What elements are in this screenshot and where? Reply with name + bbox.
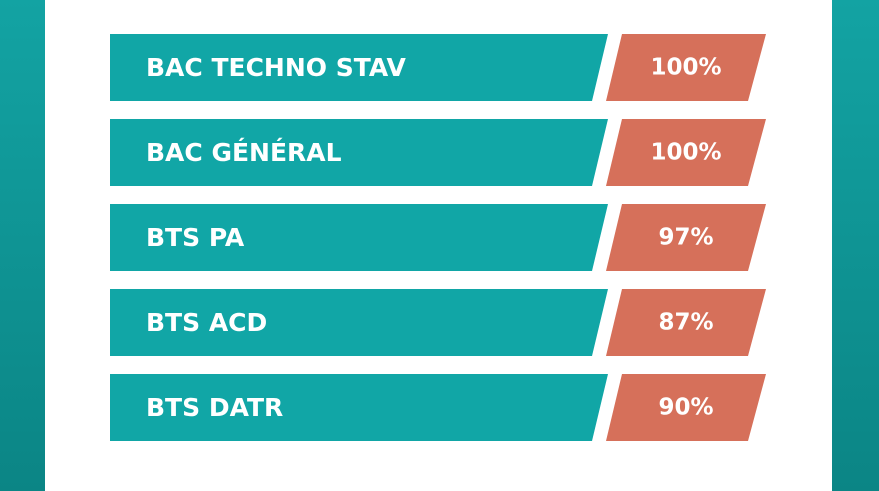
label-band	[110, 289, 608, 356]
row-label: BAC TECHNO STAV	[146, 53, 407, 82]
label-band	[110, 34, 608, 101]
row-label: BAC GÉNÉRAL	[146, 138, 342, 167]
label-band	[110, 119, 608, 186]
value-band	[606, 119, 766, 186]
row-value: 87%	[658, 310, 713, 336]
rows-list: BAC TECHNO STAV 100% BAC GÉNÉRAL 100% BTS PA…	[110, 34, 766, 441]
row-value: 100%	[650, 140, 721, 166]
value-band	[606, 374, 766, 441]
value-band	[606, 289, 766, 356]
row-label: BTS DATR	[146, 393, 283, 422]
row-label: BTS PA	[146, 223, 245, 252]
label-band	[110, 204, 608, 271]
value-band	[606, 204, 766, 271]
value-band	[606, 34, 766, 101]
row-value: 97%	[658, 225, 713, 251]
label-band	[110, 374, 608, 441]
row-value: 90%	[658, 395, 713, 421]
row-value: 100%	[650, 55, 721, 81]
row-label: BTS ACD	[146, 308, 267, 337]
